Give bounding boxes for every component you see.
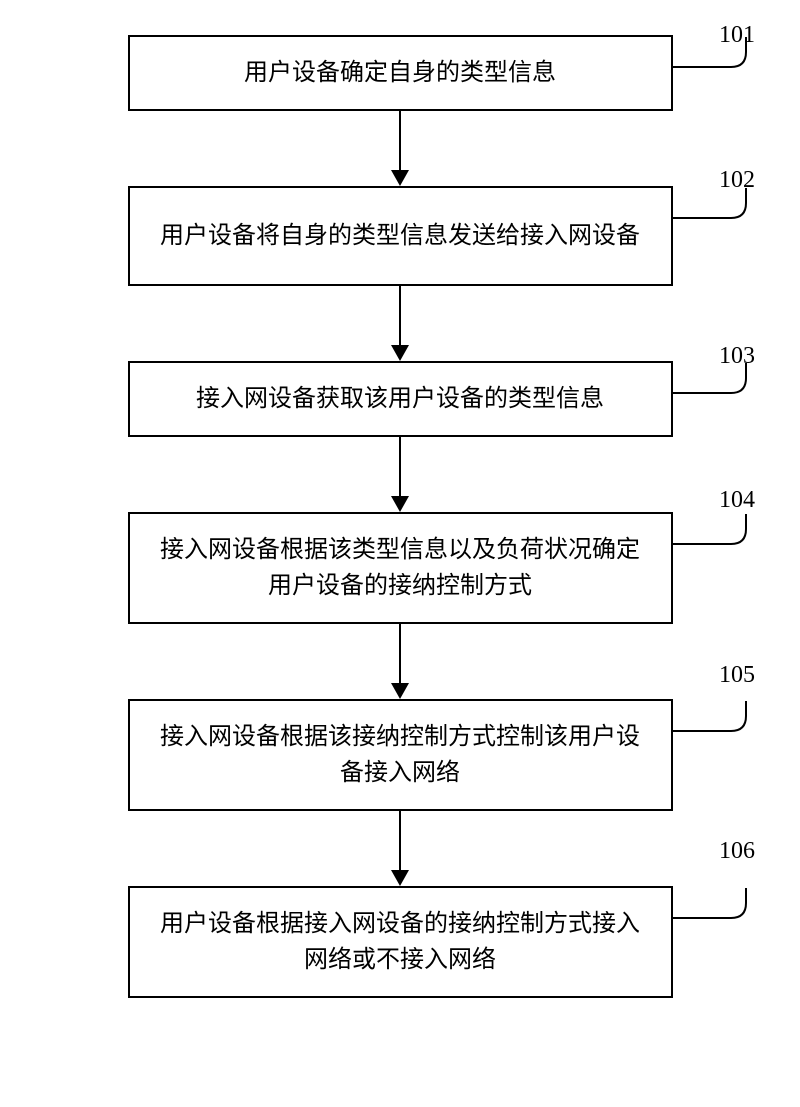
arrow-line — [399, 111, 401, 171]
flow-step-102: 用户设备将自身的类型信息发送给接入网设备 — [128, 186, 673, 286]
arrow-line — [399, 286, 401, 346]
arrow-head — [391, 170, 409, 186]
arrow-2-3 — [60, 286, 740, 361]
step-label-105: 105 — [719, 662, 755, 689]
flow-step-105: 接入网设备根据该接纳控制方式控制该用户设备接入网络 — [128, 699, 673, 811]
flow-step-text: 接入网设备获取该用户设备的类型信息 — [196, 381, 604, 417]
connector-curve-104 — [671, 509, 766, 554]
arrow-head — [391, 683, 409, 699]
flowchart-container: 用户设备确定自身的类型信息 用户设备将自身的类型信息发送给接入网设备 接入网设备… — [60, 35, 740, 998]
connector-curve-106 — [671, 883, 766, 928]
flow-step-103: 接入网设备获取该用户设备的类型信息 — [128, 361, 673, 437]
arrow-3-4 — [60, 437, 740, 512]
step-label-103: 103 — [719, 343, 755, 370]
flow-step-text: 接入网设备根据该接纳控制方式控制该用户设备接入网络 — [160, 719, 641, 791]
arrow-head — [391, 345, 409, 361]
flow-step-101: 用户设备确定自身的类型信息 — [128, 35, 673, 111]
step-label-106: 106 — [719, 838, 755, 865]
flow-step-text: 用户设备根据接入网设备的接纳控制方式接入网络或不接入网络 — [160, 906, 641, 978]
flow-step-text: 用户设备确定自身的类型信息 — [244, 55, 556, 91]
flow-step-text: 接入网设备根据该类型信息以及负荷状况确定用户设备的接纳控制方式 — [160, 532, 641, 604]
step-label-101: 101 — [719, 22, 755, 49]
arrow-1-2 — [60, 111, 740, 186]
connector-curve-105 — [671, 696, 766, 741]
arrow-5-6 — [60, 811, 740, 886]
flow-step-text: 用户设备将自身的类型信息发送给接入网设备 — [160, 218, 640, 254]
flow-step-106: 用户设备根据接入网设备的接纳控制方式接入网络或不接入网络 — [128, 886, 673, 998]
arrow-line — [399, 437, 401, 497]
step-label-104: 104 — [719, 487, 755, 514]
arrow-line — [399, 811, 401, 871]
step-label-102: 102 — [719, 167, 755, 194]
arrow-head — [391, 870, 409, 886]
arrow-4-5 — [60, 624, 740, 699]
arrow-head — [391, 496, 409, 512]
arrow-line — [399, 624, 401, 684]
flow-step-104: 接入网设备根据该类型信息以及负荷状况确定用户设备的接纳控制方式 — [128, 512, 673, 624]
